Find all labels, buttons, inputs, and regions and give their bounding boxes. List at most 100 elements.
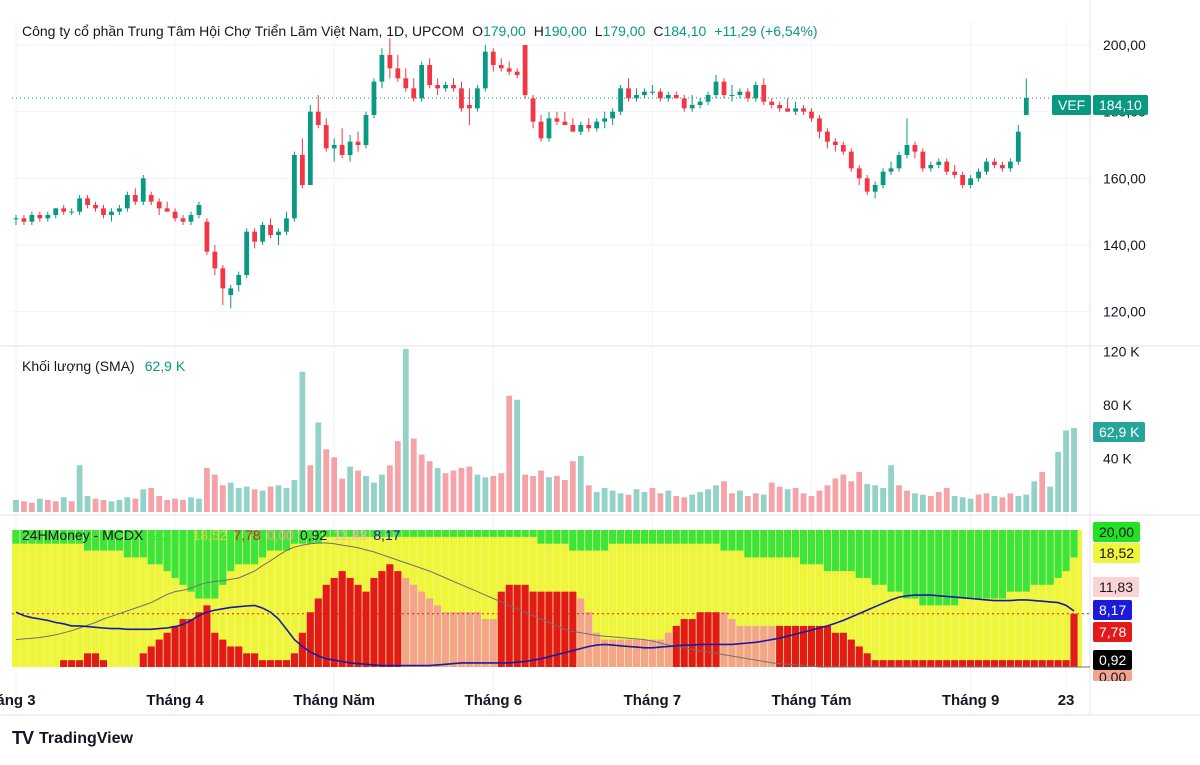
candle-body bbox=[220, 268, 226, 289]
candle-body bbox=[952, 171, 958, 175]
indicator-hot-money-bar bbox=[1062, 530, 1070, 572]
candle-body bbox=[602, 118, 608, 122]
indicator-banker-bar bbox=[330, 577, 338, 667]
indicator-hot-money-bar bbox=[656, 530, 664, 544]
low-label: L bbox=[594, 23, 603, 39]
indicator-hot-money-bar bbox=[60, 530, 68, 544]
candle-body bbox=[132, 195, 138, 202]
candle-body bbox=[665, 95, 671, 99]
price-title: Công ty cổ phần Trung Tâm Hội Chợ Triển … bbox=[22, 23, 465, 39]
volume-bar bbox=[44, 499, 51, 512]
indicator-hot-money-bar bbox=[505, 530, 513, 537]
candle-body bbox=[268, 225, 273, 235]
indicator-tag-red: 7,78 bbox=[1093, 622, 1133, 642]
x-axis-label: 23 bbox=[1058, 692, 1075, 709]
volume-bar bbox=[530, 475, 536, 512]
indicator-hot-money-bar bbox=[521, 530, 529, 537]
candle-body bbox=[204, 221, 210, 252]
candle-body bbox=[482, 51, 488, 89]
candle-body bbox=[323, 125, 329, 149]
candle-body bbox=[960, 175, 966, 185]
indicator-hot-money-bar bbox=[855, 530, 863, 578]
indicator-banker-bar bbox=[696, 612, 704, 667]
candle-body bbox=[29, 215, 35, 222]
indicator-banker-bar bbox=[640, 639, 649, 667]
volume-bar bbox=[227, 482, 234, 512]
indicator-hot-money-bar bbox=[362, 530, 370, 537]
indicator-banker-bar bbox=[370, 577, 378, 667]
candle-body bbox=[124, 195, 130, 209]
indicator-hot-money-bar bbox=[871, 530, 879, 585]
volume-bar bbox=[864, 483, 871, 512]
indicator-hot-money-bar bbox=[36, 530, 44, 544]
indicator-hot-money-bar bbox=[887, 530, 895, 592]
candle-body bbox=[77, 198, 83, 212]
candle-body bbox=[832, 141, 838, 145]
indicator-hot-money-bar bbox=[52, 530, 60, 544]
indicator-hot-money-bar bbox=[736, 530, 744, 551]
candle-body bbox=[992, 161, 997, 165]
candle-body bbox=[315, 111, 321, 125]
indicator-hot-money-bar bbox=[131, 530, 139, 558]
indicator-hot-money-bar bbox=[418, 530, 426, 537]
indicator-banker-bar bbox=[704, 612, 712, 667]
indicator-hot-money-bar bbox=[561, 530, 569, 544]
volume-bar bbox=[538, 470, 544, 512]
price-axis-tick: 140,00 bbox=[1103, 237, 1146, 253]
x-axis-label: Tháng 4 bbox=[146, 692, 204, 709]
candle-body bbox=[467, 105, 472, 109]
candle-body bbox=[650, 91, 655, 93]
indicator-hot-money-bar bbox=[298, 530, 306, 544]
candle-body bbox=[872, 185, 878, 192]
indicator-banker-bar bbox=[505, 584, 513, 667]
volume-bar bbox=[426, 461, 433, 512]
indicator-hot-money-bar bbox=[672, 530, 680, 544]
indicator-hot-money-bar bbox=[927, 530, 935, 606]
volume-bar bbox=[371, 482, 377, 512]
volume-bar bbox=[919, 494, 926, 512]
volume-sma-tag: 62,9 K bbox=[1093, 422, 1146, 442]
indicator-hot-money-bar bbox=[823, 530, 831, 572]
volume-bar bbox=[697, 491, 704, 512]
volume-bar bbox=[323, 449, 330, 512]
tradingview-attribution[interactable]: TV TradingView bbox=[12, 728, 133, 749]
candle-body bbox=[307, 111, 313, 185]
candle-body bbox=[785, 108, 791, 112]
volume-bar bbox=[498, 473, 505, 512]
volume-bar bbox=[737, 490, 743, 512]
candle-body bbox=[761, 85, 767, 102]
volume-bar bbox=[633, 489, 640, 512]
indicator-hot-money-bar bbox=[187, 530, 195, 592]
indicator-hot-money-bar bbox=[354, 530, 362, 537]
indicator-banker-bar bbox=[823, 625, 831, 667]
candle-body bbox=[284, 218, 289, 232]
indicator-banker-bar bbox=[911, 660, 919, 667]
indicator-hot-money-bar bbox=[123, 530, 131, 558]
indicator-hot-money-bar bbox=[211, 530, 219, 599]
indicator-banker-bar bbox=[863, 653, 871, 667]
indicator-hot-money-bar bbox=[12, 530, 20, 544]
indicator-hot-money-bar bbox=[1006, 530, 1014, 592]
indicator-banker-bar bbox=[1062, 660, 1070, 667]
x-axis-label: Tháng 7 bbox=[624, 692, 682, 709]
volume-axis-tick: 40 K bbox=[1103, 451, 1132, 467]
indicator-hot-money-bar bbox=[394, 530, 402, 537]
indicator-hot-money-bar bbox=[107, 530, 116, 551]
change-value: +11,29 (+6,54%) bbox=[714, 23, 818, 39]
indicator-banker-bar bbox=[887, 660, 895, 667]
candle-body bbox=[1023, 98, 1029, 115]
indicator-banker-bar bbox=[441, 612, 450, 667]
candle-body bbox=[626, 88, 631, 99]
indicator-banker-bar bbox=[259, 660, 267, 667]
indicator-hot-money-bar bbox=[982, 530, 991, 599]
indicator-banker-bar bbox=[1054, 660, 1062, 667]
indicator-hot-money-bar bbox=[895, 530, 903, 592]
indicator-hot-money-bar bbox=[784, 530, 792, 558]
candle-body bbox=[363, 115, 369, 145]
volume-bar bbox=[84, 495, 91, 512]
indicator-banker-bar bbox=[481, 619, 489, 667]
volume-bar bbox=[188, 497, 194, 512]
volume-bar bbox=[52, 501, 59, 512]
